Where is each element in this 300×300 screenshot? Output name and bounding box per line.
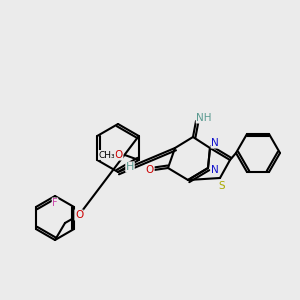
- Text: H: H: [126, 162, 134, 172]
- Text: N: N: [211, 138, 219, 148]
- Text: O: O: [75, 210, 83, 220]
- Text: S: S: [219, 181, 225, 191]
- Text: F: F: [52, 198, 58, 208]
- Text: CH₃: CH₃: [98, 151, 115, 160]
- Text: NH: NH: [196, 113, 212, 123]
- Text: O: O: [146, 165, 154, 175]
- Text: O: O: [115, 150, 123, 160]
- Text: N: N: [211, 165, 219, 175]
